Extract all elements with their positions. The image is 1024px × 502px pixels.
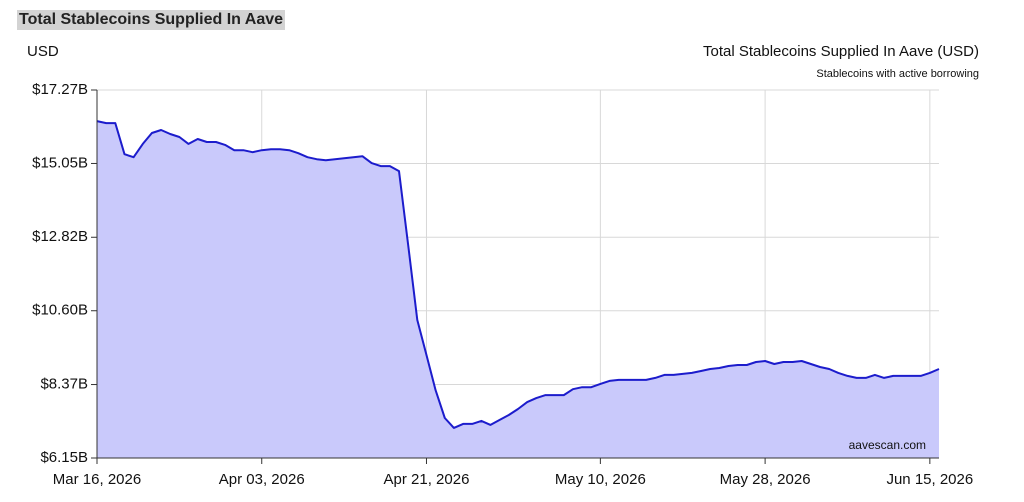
y-tick-label: $6.15B — [40, 449, 88, 466]
x-tick-label: Mar 16, 2026 — [53, 471, 141, 488]
y-axis-label: USD — [27, 43, 59, 60]
x-tick-label: May 28, 2026 — [720, 471, 811, 488]
x-tick-label: Apr 21, 2026 — [384, 471, 470, 488]
line — [96, 120, 940, 429]
y-tick-label: $8.37B — [40, 376, 88, 393]
x-tick-label: May 10, 2026 — [555, 471, 646, 488]
y-tick-label: $10.60B — [32, 302, 88, 319]
x-tick-label: Jun 15, 2026 — [886, 471, 973, 488]
x-tick-label: Apr 03, 2026 — [219, 471, 305, 488]
chart-title: Total Stablecoins Supplied In Aave (USD) — [703, 43, 979, 60]
y-tick-label: $15.05B — [32, 154, 88, 171]
watermark: aavescan.com — [849, 438, 926, 452]
page-title: Total Stablecoins Supplied In Aave — [17, 10, 286, 30]
area-fill — [97, 121, 939, 458]
chart-subtitle: Stablecoins with active borrowing — [816, 68, 979, 80]
y-tick-label: $12.82B — [32, 228, 88, 245]
y-tick-label: $17.27B — [32, 81, 88, 98]
